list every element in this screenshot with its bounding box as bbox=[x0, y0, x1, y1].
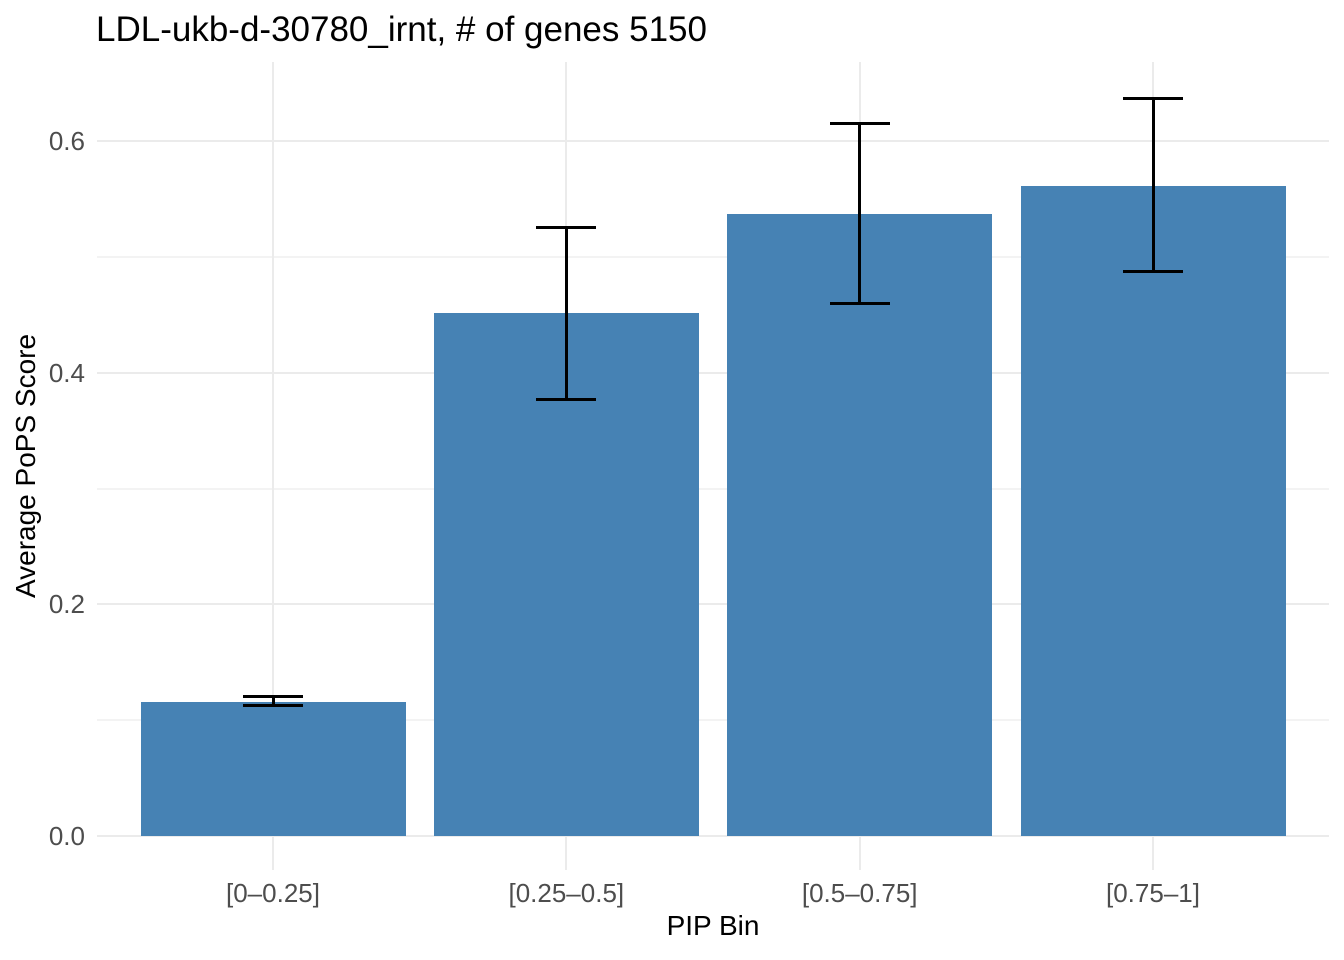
minor-gridline bbox=[97, 719, 1329, 722]
minor-gridline bbox=[97, 256, 1329, 258]
error-bar-cap-top bbox=[536, 225, 597, 229]
error-bar-line bbox=[271, 695, 275, 706]
error-bar-cap-bottom bbox=[243, 704, 303, 708]
error-bar-cap-top bbox=[1123, 97, 1183, 101]
error-bar-line bbox=[858, 122, 862, 304]
chart-title: LDL-ukb-d-30780_irnt, # of genes 5150 bbox=[96, 10, 707, 49]
x-tick-label: [0–0.25] bbox=[226, 878, 320, 908]
bar bbox=[727, 214, 993, 836]
major-gridline bbox=[97, 140, 1329, 143]
error-bar-cap-bottom bbox=[829, 302, 890, 306]
major-gridline bbox=[97, 371, 1329, 374]
x-tick-label: [0.5–0.75] bbox=[801, 878, 918, 908]
y-tick-label: 0.4 bbox=[48, 357, 85, 388]
vertical-gridline bbox=[272, 62, 274, 870]
x-tick-label: [0.75–1] bbox=[1106, 878, 1200, 908]
error-bar-line bbox=[1151, 98, 1155, 271]
major-gridline bbox=[97, 835, 1329, 837]
y-tick-label: 0.0 bbox=[48, 821, 85, 851]
bar bbox=[1020, 186, 1286, 836]
minor-gridline bbox=[97, 487, 1329, 490]
y-tick-label: 0.2 bbox=[48, 589, 85, 620]
x-tick-label: [0.25–0.5] bbox=[508, 878, 625, 908]
plot-panel bbox=[97, 62, 1329, 870]
error-bar-cap-bottom bbox=[1123, 269, 1183, 273]
bar bbox=[140, 701, 406, 836]
error-bar-cap-top bbox=[243, 694, 303, 698]
major-gridline bbox=[97, 603, 1329, 606]
error-bar-cap-top bbox=[829, 121, 890, 125]
y-tick-label: 0.6 bbox=[48, 126, 85, 157]
x-axis-title: PIP Bin bbox=[666, 910, 760, 941]
error-bar-cap-bottom bbox=[536, 398, 597, 402]
error-bar-line bbox=[564, 226, 568, 400]
